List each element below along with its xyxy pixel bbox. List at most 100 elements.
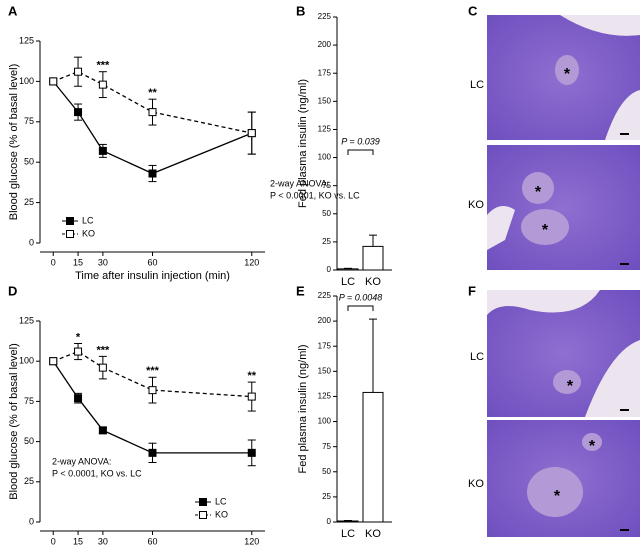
comparison-label: P = 0.039 bbox=[341, 136, 379, 146]
significance-label: *** bbox=[96, 60, 110, 72]
x-tick-label: 120 bbox=[244, 257, 259, 267]
comparison-bracket bbox=[347, 305, 374, 311]
islet-marker: * bbox=[567, 378, 574, 395]
y-tick-label: 0 bbox=[327, 265, 332, 274]
point-marker bbox=[247, 129, 256, 138]
significance-label: *** bbox=[96, 344, 110, 356]
y-tick-label: 125 bbox=[19, 35, 34, 45]
islet-marker: * bbox=[542, 222, 549, 239]
legend-label: LC bbox=[82, 215, 94, 225]
y-tick-label: 225 bbox=[318, 12, 332, 21]
point-marker bbox=[247, 448, 256, 457]
point-marker bbox=[49, 77, 58, 86]
significance-label: ** bbox=[148, 87, 157, 99]
bar bbox=[362, 245, 384, 271]
x-tick-label: 60 bbox=[147, 536, 157, 546]
point-marker bbox=[247, 392, 256, 401]
bar bbox=[337, 268, 359, 271]
y-tick-label: 75 bbox=[322, 181, 331, 190]
significance-label: ** bbox=[247, 370, 256, 382]
point-marker bbox=[148, 386, 157, 395]
point-marker bbox=[74, 67, 83, 76]
row-label: LC bbox=[470, 79, 484, 91]
panel-label: B bbox=[296, 3, 305, 18]
point-marker bbox=[148, 169, 157, 178]
y-tick-label: 200 bbox=[318, 40, 332, 49]
point-marker bbox=[98, 146, 107, 155]
y-tick-label: 225 bbox=[318, 291, 332, 300]
bar bbox=[362, 391, 384, 523]
x-tick-label: 15 bbox=[73, 257, 83, 267]
legend-marker bbox=[66, 230, 74, 238]
image-f-lc bbox=[487, 290, 640, 417]
row-label: KO bbox=[468, 199, 484, 211]
y-tick-label: 75 bbox=[24, 396, 34, 406]
row-label: LC bbox=[470, 351, 484, 363]
y-tick-label: 100 bbox=[318, 153, 332, 162]
y-tick-label: 0 bbox=[327, 517, 332, 526]
x-tick-label: 15 bbox=[73, 536, 83, 546]
y-tick-label: 0 bbox=[29, 237, 34, 247]
x-tick-label: 120 bbox=[244, 536, 259, 546]
x-tick-label: 0 bbox=[51, 536, 56, 546]
y-tick-label: 25 bbox=[322, 492, 331, 501]
islet-marker: * bbox=[564, 66, 571, 83]
point-marker bbox=[98, 363, 107, 372]
y-tick-label: 25 bbox=[24, 476, 34, 486]
panel-label: A bbox=[8, 3, 18, 18]
point-marker bbox=[98, 80, 107, 89]
panel-label: C bbox=[468, 3, 478, 18]
y-tick-label: 100 bbox=[318, 417, 332, 426]
y-tick-label: 125 bbox=[19, 315, 34, 325]
legend-marker bbox=[66, 217, 74, 225]
y-tick-label: 75 bbox=[24, 116, 34, 126]
significance-label: * bbox=[76, 331, 81, 343]
point-marker bbox=[49, 357, 58, 366]
bar bbox=[337, 520, 359, 523]
panel-label: E bbox=[296, 283, 305, 298]
image-f-ko bbox=[487, 420, 640, 537]
panel-label: F bbox=[468, 283, 476, 298]
y-tick-label: 175 bbox=[318, 68, 332, 77]
point-marker bbox=[148, 108, 157, 117]
y-axis-title: Blood glucose (% of basal level) bbox=[8, 64, 20, 221]
panel-label: D bbox=[8, 283, 17, 298]
y-tick-label: 50 bbox=[24, 436, 34, 446]
y-tick-label: 100 bbox=[19, 76, 34, 86]
comparison-label: P = 0.0048 bbox=[339, 292, 382, 302]
x-tick-label: KO bbox=[365, 528, 381, 540]
series-line bbox=[52, 70, 252, 134]
x-tick-label: 60 bbox=[147, 257, 157, 267]
stats-text: P < 0.0001, KO vs. LC bbox=[52, 468, 142, 478]
x-tick-label: LC bbox=[341, 528, 355, 540]
stats-text: 2-way ANOVA: bbox=[270, 178, 329, 188]
x-tick-label: 30 bbox=[98, 536, 108, 546]
point-marker bbox=[74, 108, 83, 117]
y-tick-label: 125 bbox=[318, 125, 332, 134]
y-tick-label: 25 bbox=[24, 197, 34, 207]
point-marker bbox=[98, 426, 107, 435]
y-tick-label: 200 bbox=[318, 316, 332, 325]
y-axis-title: Fed plasma insulin (ng/ml) bbox=[297, 345, 309, 474]
comparison-bracket bbox=[347, 149, 374, 155]
y-tick-label: 0 bbox=[29, 516, 34, 526]
y-tick-label: 150 bbox=[318, 96, 332, 105]
y-tick-label: 150 bbox=[318, 366, 332, 375]
legend-marker bbox=[199, 498, 207, 506]
image-c-lc bbox=[487, 15, 640, 140]
y-tick-label: 50 bbox=[322, 467, 331, 476]
y-tick-label: 125 bbox=[318, 392, 332, 401]
islet-marker: * bbox=[554, 488, 561, 505]
x-tick-label: 0 bbox=[51, 257, 56, 267]
stats-text: P < 0.0001, KO vs. LC bbox=[270, 190, 360, 200]
y-axis-title: Blood glucose (% of basal level) bbox=[8, 343, 20, 500]
y-tick-label: 100 bbox=[19, 356, 34, 366]
islet-marker: * bbox=[535, 184, 542, 201]
y-axis-title: Fed plasma insulin (ng/ml) bbox=[297, 79, 309, 208]
y-tick-label: 25 bbox=[322, 237, 331, 246]
legend-label: KO bbox=[215, 509, 228, 519]
row-label: KO bbox=[468, 478, 484, 490]
point-marker bbox=[74, 347, 83, 356]
islet-marker: * bbox=[589, 438, 596, 455]
